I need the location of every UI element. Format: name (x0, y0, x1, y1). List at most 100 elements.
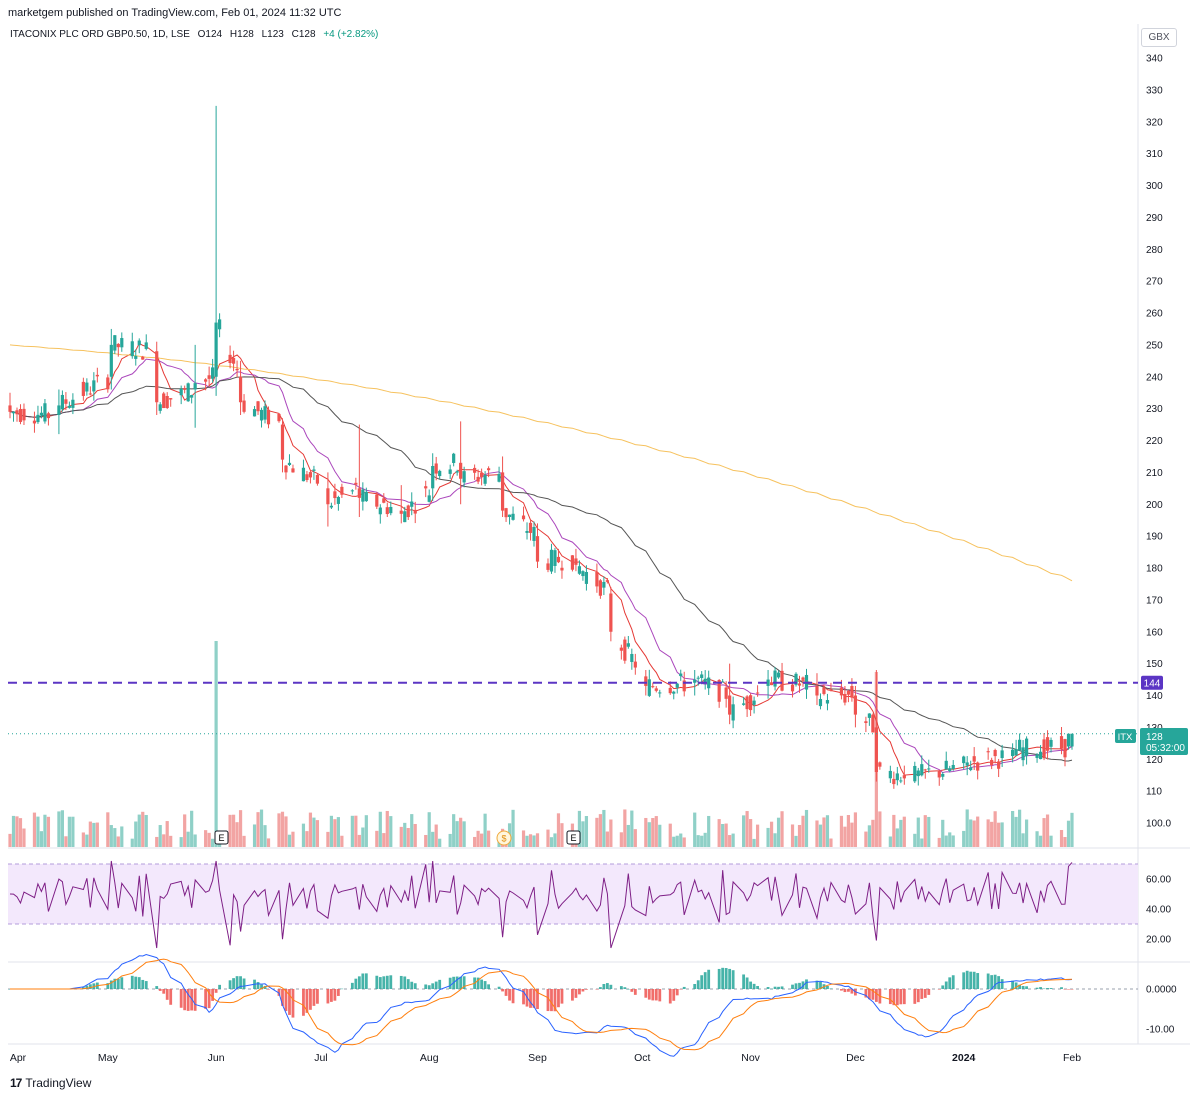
candle-body (794, 673, 798, 685)
candle-body (385, 507, 389, 515)
macd-histogram-bar (378, 977, 382, 989)
candle-body (287, 462, 292, 466)
candle-body (923, 769, 927, 771)
volume-bar (106, 812, 110, 847)
price-tick-label: 210 (1146, 468, 1163, 479)
volume-bar (1000, 822, 1004, 847)
ma-50-line (9, 376, 1073, 762)
volume-bar (231, 814, 236, 847)
macd-histogram-bar (183, 989, 187, 1011)
candle-body (1021, 747, 1025, 761)
volume-bar (340, 835, 344, 847)
volume-bar (1017, 809, 1022, 847)
macd-histogram-bar (892, 989, 896, 1006)
macd-histogram-bar (508, 989, 511, 1001)
macd-histogram-bar (948, 977, 952, 989)
volume-bar (259, 809, 264, 847)
symbol-name[interactable]: ITACONIX PLC ORD GBP0.50, 1D, LSE (10, 29, 190, 40)
candle-body (535, 536, 540, 562)
candle-body (598, 580, 602, 596)
candle-body (179, 388, 183, 396)
volume-bar (406, 828, 410, 847)
macd-histogram-bar (106, 983, 110, 989)
macd-histogram-bar (501, 989, 504, 992)
earnings-marker[interactable] (566, 830, 581, 845)
change-value: +4 (+2.82%) (323, 29, 379, 40)
macd-histogram-bar (724, 968, 728, 989)
macd-histogram-bar (1014, 982, 1018, 989)
volume-bar (1035, 831, 1039, 847)
macd-histogram-bar (532, 989, 536, 1008)
volume-bar (1066, 820, 1071, 847)
volume-bar (668, 823, 672, 847)
macd-histogram-bar (682, 986, 686, 989)
price-axis[interactable]: 340 330 320 310 300 290 280 270 260 250 240 230 220 2… (1146, 54, 1171, 830)
macd-histogram-bar (357, 976, 361, 989)
price-tick-label: 270 (1146, 277, 1163, 288)
macd-histogram-bar (840, 989, 843, 991)
volume-bar (116, 836, 120, 847)
candle-body (595, 572, 599, 587)
macd-histogram-bar (155, 986, 159, 989)
macd-histogram-bar (1039, 987, 1042, 989)
macd-tick-label: 0.0000 (1146, 985, 1177, 996)
macd-histogram-bar (815, 980, 819, 989)
macd-histogram-bar (109, 980, 113, 989)
rsi-line (9, 860, 1073, 949)
macd-histogram-bar (1035, 987, 1039, 989)
time-axis[interactable]: Apr May Jun Jul Aug Sep Oct Nov Dec 2024 Feb (10, 1052, 1081, 1064)
macd-histogram-bar (826, 985, 829, 989)
candle-body (214, 322, 218, 377)
candle-body (825, 700, 830, 704)
volume-bar (1042, 818, 1046, 847)
macd-histogram-bar (375, 975, 379, 989)
price-tick-label: 150 (1146, 659, 1163, 670)
volume-bar (1038, 835, 1043, 847)
volume-bar (790, 824, 795, 847)
price-tick-label: 180 (1146, 564, 1163, 575)
macd-histogram-bar (598, 987, 602, 989)
volume-bar (1063, 837, 1067, 847)
volume-bar (941, 819, 945, 847)
price-tick-label: 260 (1146, 309, 1163, 320)
price-tick-label: 200 (1146, 500, 1163, 511)
candle-body (169, 398, 173, 400)
volume-bar (141, 811, 145, 847)
candle-body (1014, 749, 1018, 756)
macd-histogram-bar (179, 989, 183, 1008)
candle-body (336, 497, 340, 504)
candle-body (570, 555, 575, 570)
volume-bar (389, 816, 393, 847)
countdown-label: 05:32:00 (1146, 743, 1185, 754)
macd-tick-label: -10.00 (1146, 1025, 1175, 1036)
macd-histogram-bar (965, 970, 969, 989)
candle-body (1038, 751, 1043, 760)
macd-histogram-bar (962, 972, 966, 989)
volume-bar (448, 833, 452, 847)
candle-body (1049, 739, 1053, 747)
candle-body (609, 593, 613, 632)
candle-body (280, 424, 285, 460)
candle-body (357, 488, 361, 498)
currency-button[interactable]: GBX (1141, 28, 1177, 47)
macd-histogram-bar (309, 989, 312, 1010)
macd-histogram-bar (438, 979, 442, 989)
volume-bar (864, 831, 868, 847)
earnings-marker[interactable] (214, 830, 229, 845)
volume-bar (252, 824, 257, 847)
macd-histogram-bar (228, 980, 232, 989)
macd-histogram-bar (777, 986, 780, 989)
volume-bar (899, 819, 903, 847)
macd-histogram-bar (923, 989, 927, 998)
macd-histogram-bar (895, 989, 899, 1006)
candle-body (106, 377, 110, 390)
candle-body (815, 685, 819, 696)
candle-body (679, 673, 683, 677)
macd-histogram-bar (585, 989, 588, 990)
time-tick-label: Sep (528, 1052, 547, 1064)
dividend-marker[interactable] (496, 830, 512, 846)
candle-body (560, 567, 564, 571)
candle-body (329, 505, 333, 508)
macd-histogram-bar (644, 989, 648, 998)
